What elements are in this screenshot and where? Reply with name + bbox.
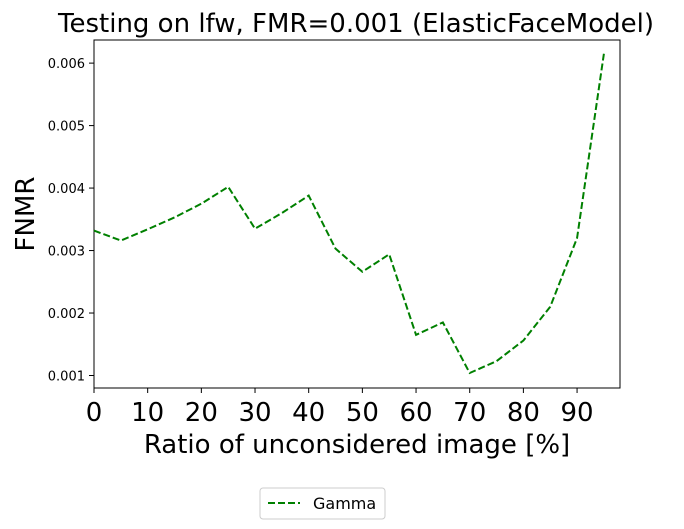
legend-label-gamma: Gamma	[313, 494, 376, 513]
legend: Gamma	[259, 487, 386, 520]
x-tick-label: 80	[507, 398, 540, 428]
y-tick-label: 0.004	[48, 182, 85, 197]
x-tick-label: 10	[131, 398, 164, 428]
y-tick-label: 0.002	[48, 307, 85, 322]
x-tick-label: 30	[238, 398, 271, 428]
legend-box	[259, 487, 386, 520]
plot-area	[93, 39, 621, 389]
y-tick-label: 0.001	[48, 370, 85, 385]
x-tick-label: 20	[185, 398, 218, 428]
x-tick-label: 0	[86, 398, 103, 428]
x-axis-label: Ratio of unconsidered image [%]	[144, 430, 570, 460]
y-axis-label: FNMR	[11, 177, 41, 252]
x-tick-label: 60	[399, 398, 432, 428]
y-axis-ticks: 0.001 0.002 0.003 0.004 0.005 0.006	[48, 57, 94, 385]
series-line-gamma	[93, 53, 605, 375]
x-tick-label: 70	[453, 398, 486, 428]
y-tick-label: 0.006	[48, 57, 85, 72]
x-axis-ticks: 0 10 20 30 40 50 60 70 80 90	[86, 388, 594, 428]
y-tick-label: 0.003	[48, 245, 85, 260]
x-tick-label: 90	[561, 398, 594, 428]
y-tick-label: 0.005	[48, 120, 85, 135]
x-tick-label: 50	[346, 398, 379, 428]
chart-title: Testing on lfw, FMR=0.001 (ElasticFaceMo…	[57, 9, 654, 39]
series-layer	[93, 53, 605, 375]
x-tick-label: 40	[292, 398, 325, 428]
